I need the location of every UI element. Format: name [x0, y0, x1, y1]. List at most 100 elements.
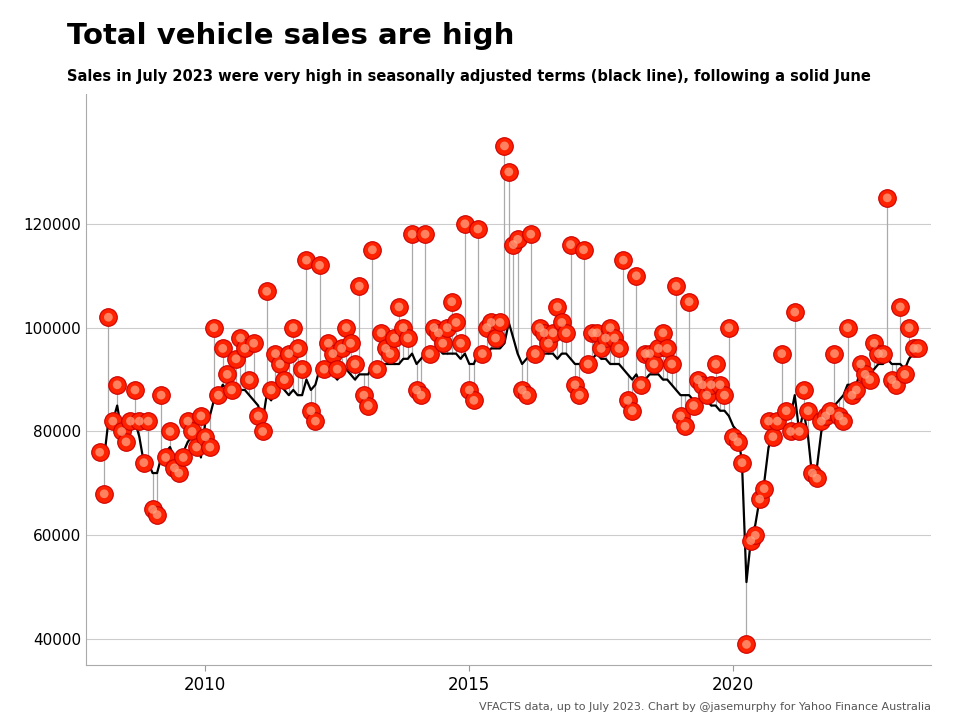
Point [290, 343, 305, 354]
Point [523, 228, 539, 240]
Point [171, 467, 186, 479]
Point [268, 348, 283, 359]
Point [198, 431, 213, 442]
Point [761, 415, 777, 427]
Point [871, 348, 886, 359]
Point [699, 390, 714, 401]
Point [637, 348, 653, 359]
Point [598, 333, 613, 344]
Point [215, 343, 230, 354]
Point [646, 358, 661, 369]
Point [418, 228, 433, 240]
Point [474, 348, 490, 359]
Point [668, 281, 684, 292]
Point [506, 239, 521, 250]
Point [554, 317, 569, 328]
Point [378, 343, 394, 354]
Point [132, 415, 147, 427]
Point [673, 410, 688, 422]
Point [836, 415, 852, 427]
Point [642, 348, 658, 359]
Point [690, 374, 706, 385]
Point [382, 348, 397, 359]
Point [370, 364, 385, 375]
Point [404, 228, 420, 240]
Point [492, 317, 508, 328]
Point [540, 338, 556, 349]
Point [593, 343, 609, 354]
Point [220, 369, 235, 380]
Point [285, 322, 300, 333]
Point [467, 395, 482, 406]
Point [704, 379, 719, 390]
Point [651, 343, 666, 354]
Point [792, 426, 807, 437]
Point [774, 348, 789, 359]
Point [589, 327, 605, 338]
Point [515, 384, 530, 395]
Point [220, 369, 235, 380]
Point [528, 348, 543, 359]
Point [224, 384, 239, 395]
Point [748, 529, 763, 541]
Point [532, 322, 547, 333]
Point [180, 415, 196, 427]
Point [321, 338, 336, 349]
Point [242, 374, 257, 385]
Point [862, 374, 877, 385]
Point [263, 384, 278, 395]
Point [162, 426, 178, 437]
Point [717, 390, 732, 401]
Point [176, 452, 191, 463]
Point [440, 322, 455, 333]
Point [259, 286, 275, 297]
Point [496, 140, 512, 152]
Point [734, 457, 750, 469]
Point [537, 327, 552, 338]
Point [801, 405, 816, 416]
Point [392, 301, 407, 312]
Point [581, 358, 596, 369]
Point [598, 333, 613, 344]
Point [118, 436, 133, 448]
Point [585, 327, 600, 338]
Point [787, 307, 803, 318]
Point [756, 483, 772, 495]
Point [396, 322, 411, 333]
Point [348, 358, 363, 369]
Point [276, 374, 292, 385]
Point [295, 364, 310, 375]
Point [774, 348, 789, 359]
Point [273, 358, 288, 369]
Point [726, 431, 741, 442]
Point [756, 483, 772, 495]
Point [308, 415, 324, 427]
Point [673, 410, 688, 422]
Point [203, 441, 218, 453]
Point [334, 343, 349, 354]
Point [901, 322, 917, 333]
Point [664, 358, 680, 369]
Point [563, 239, 578, 250]
Point [625, 405, 640, 416]
Point [114, 426, 130, 437]
Point [215, 343, 230, 354]
Point [629, 270, 644, 281]
Point [281, 348, 297, 359]
Point [361, 400, 376, 411]
Point [114, 426, 130, 437]
Point [836, 415, 852, 427]
Point [743, 535, 758, 547]
Point [167, 462, 182, 474]
Point [106, 415, 121, 427]
Point [844, 390, 859, 401]
Point [325, 348, 341, 359]
Point [414, 390, 429, 401]
Point [581, 358, 596, 369]
Point [646, 358, 661, 369]
Point [501, 166, 516, 178]
Point [814, 415, 829, 427]
Point [831, 410, 847, 422]
Point [387, 333, 402, 344]
Point [206, 322, 222, 333]
